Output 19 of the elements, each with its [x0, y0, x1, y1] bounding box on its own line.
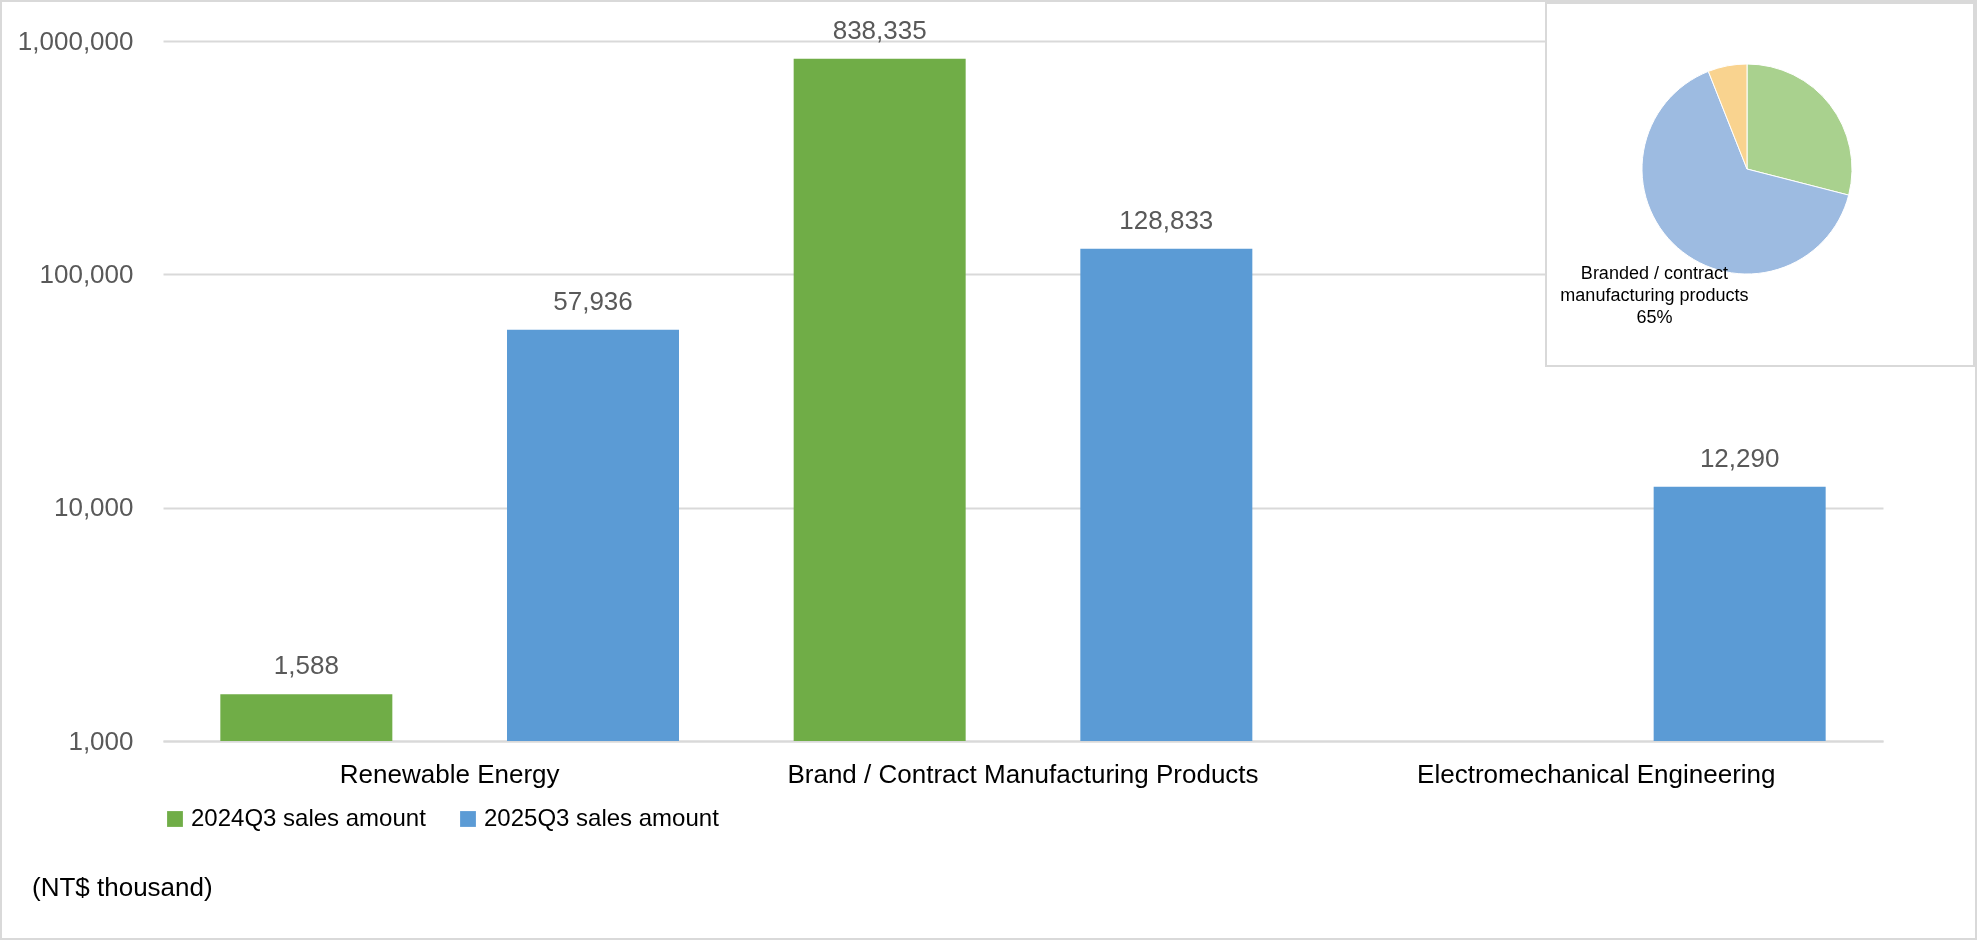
- legend-label: 2025Q3 sales amount: [484, 804, 720, 831]
- unit-note: (NT$ thousand): [32, 872, 213, 903]
- data-label: 1,588: [273, 650, 339, 681]
- x-tick-label: Brand / Contract Manufacturing Products: [787, 758, 1259, 789]
- pie-slice: [1746, 63, 1853, 196]
- pie-slice: [1707, 63, 1748, 170]
- x-tick-label: Electromechanical Engineering: [1417, 758, 1776, 789]
- data-label: 838,335: [832, 14, 927, 45]
- y-tick-label: 100,000: [39, 258, 134, 289]
- data-label: 57,936: [553, 285, 633, 316]
- x-tick-label: Renewable Energy: [339, 758, 560, 789]
- slice-label: Branded / contract manufacturing products: [1560, 263, 1749, 306]
- data-label: 65%: [1636, 307, 1673, 328]
- y-tick-label: 10,000: [53, 492, 134, 523]
- y-tick-label: 1,000: [68, 725, 134, 756]
- y-tick-label: 1,000,000: [17, 25, 134, 56]
- legend-label: 2024Q3 sales amount: [191, 804, 427, 831]
- data-label: 12,290: [1699, 442, 1780, 473]
- data-label: 128,833: [1119, 204, 1214, 235]
